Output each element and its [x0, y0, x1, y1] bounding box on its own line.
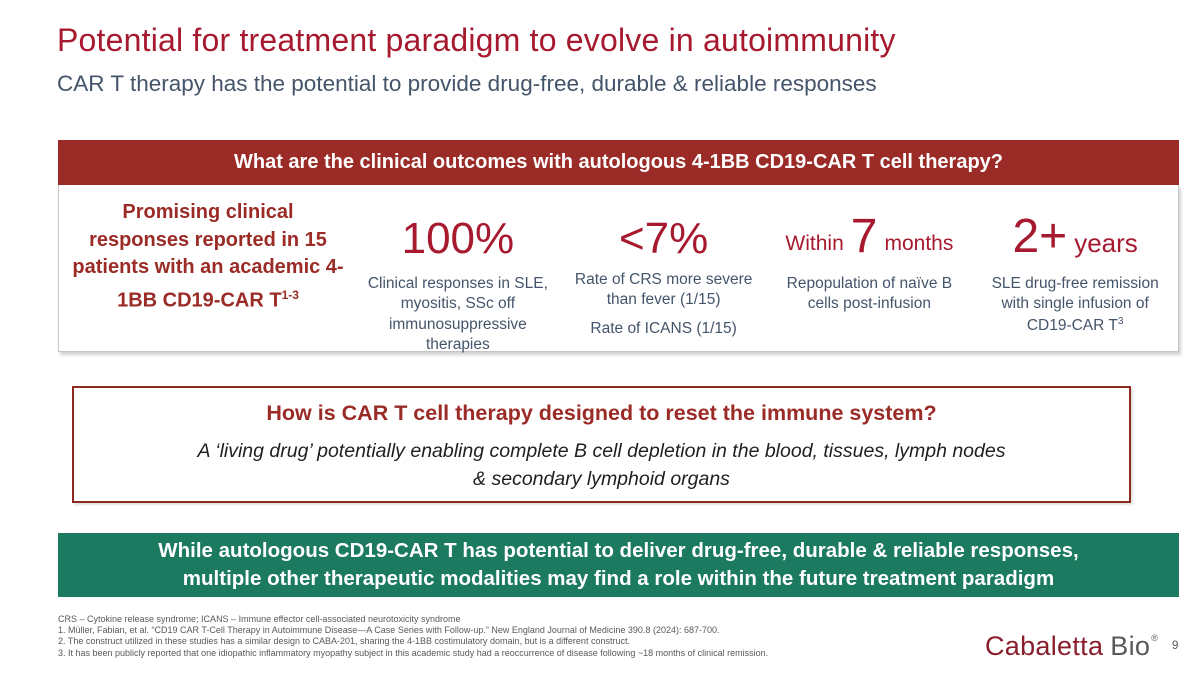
takeaway-banner: While autologous CD19-CAR T has potentia… — [58, 533, 1179, 597]
footnote-1: 1. Müller, Fabian, et al. “CD19 CAR T-Ce… — [58, 625, 720, 636]
stat-description: Rate of CRS more severe than fever (1/15… — [574, 271, 753, 309]
stat-description: Repopulation of naïve B cells post-infus… — [786, 275, 953, 313]
promise-footnote-ref: 1-3 — [281, 287, 299, 302]
stat-value: 100% — [401, 214, 515, 263]
stat-drug-free-remission: 2+ years SLE drug-free remission with si… — [972, 185, 1178, 351]
page-number: 9 — [1172, 640, 1179, 652]
stat-clinical-responses: 100% Clinical responses in SLE, myositis… — [355, 185, 561, 354]
registered-trademark-icon: ® — [1151, 633, 1159, 643]
stat-value: 2+ years — [1012, 210, 1138, 263]
cabaletta-bio-logo: Cabaletta Bio® — [985, 631, 1158, 662]
footnote-abbreviations: CRS – Cytokine release syndrome; ICANS –… — [58, 614, 461, 624]
reset-answer-line2: & secondary lymphoid organs — [473, 468, 730, 490]
promise-statement: Promising clinical responses reported in… — [59, 185, 355, 351]
footnotes: CRS – Cytokine release syndrome; ICANS –… — [58, 614, 888, 659]
stat-description: SLE drug-free remission with single infu… — [991, 275, 1159, 335]
reset-answer-line1: A ‘living drug’ potentially enabling com… — [197, 440, 1006, 462]
stat-description: Clinical responses in SLE, myositis, SSc… — [367, 275, 548, 354]
stat-value: <7% — [618, 214, 709, 263]
stat-safety-rates: <7% Rate of CRS more severe than fever (… — [561, 185, 767, 351]
footnote-3: 3. It has been publicly reported that on… — [58, 647, 769, 658]
outcomes-card-body: Promising clinical responses reported in… — [58, 185, 1179, 354]
stat-value: Within 7 months — [785, 210, 954, 263]
reset-answer: A ‘living drug’ potentially enabling com… — [74, 437, 1129, 493]
clinical-outcomes-card: What are the clinical outcomes with auto… — [58, 140, 1179, 354]
banner-line1: While autologous CD19-CAR T has potentia… — [158, 538, 1079, 562]
slide-title: Potential for treatment paradigm to evol… — [57, 22, 896, 58]
immune-reset-card: How is CAR T cell therapy designed to re… — [72, 386, 1131, 503]
stat-description-2: Rate of ICANS (1/15) — [590, 319, 737, 337]
banner-line2: multiple other therapeutic modalities ma… — [182, 567, 1055, 590]
footnote-2: 2. The construct utilized in these studi… — [58, 636, 630, 647]
slide-subtitle: CAR T therapy has the potential to provi… — [57, 71, 877, 96]
logo-text-secondary: Bio — [1110, 631, 1151, 661]
outcomes-card-header: What are the clinical outcomes with auto… — [58, 140, 1179, 185]
promise-text: Promising clinical responses reported in… — [72, 201, 344, 312]
reset-question: How is CAR T cell therapy designed to re… — [266, 401, 937, 425]
logo-text-primary: Cabaletta — [985, 631, 1104, 661]
stat-b-cell-repopulation: Within 7 months Repopulation of naïve B … — [767, 185, 973, 351]
stat-footnote-ref: 3 — [1117, 315, 1124, 327]
